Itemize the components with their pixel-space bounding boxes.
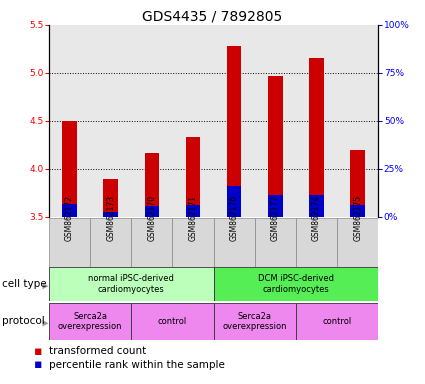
- Text: GSM862174: GSM862174: [312, 195, 321, 241]
- Text: GSM862176: GSM862176: [230, 195, 239, 241]
- Text: percentile rank within the sample: percentile rank within the sample: [49, 360, 225, 370]
- Text: cell type: cell type: [2, 279, 47, 289]
- Bar: [62, 121, 76, 217]
- Bar: [351, 150, 365, 217]
- Bar: [49, 303, 131, 340]
- Bar: [296, 303, 378, 340]
- Bar: [296, 218, 337, 267]
- Polygon shape: [42, 320, 48, 326]
- Bar: [213, 267, 378, 301]
- Text: GSM862170: GSM862170: [147, 195, 156, 241]
- Bar: [62, 205, 76, 217]
- Text: ▪: ▪: [34, 345, 42, 358]
- Bar: [351, 205, 365, 217]
- Bar: [213, 218, 255, 267]
- Text: transformed count: transformed count: [49, 346, 146, 356]
- Text: normal iPSC-derived
cardiomyocytes: normal iPSC-derived cardiomyocytes: [88, 275, 174, 294]
- Text: GSM862177: GSM862177: [271, 195, 280, 241]
- Bar: [268, 195, 283, 217]
- Text: DCM iPSC-derived
cardiomyocytes: DCM iPSC-derived cardiomyocytes: [258, 275, 334, 294]
- Bar: [227, 46, 241, 217]
- Text: GSM862172: GSM862172: [65, 195, 74, 241]
- Bar: [131, 303, 213, 340]
- Bar: [90, 218, 131, 267]
- Bar: [49, 218, 90, 267]
- Bar: [173, 218, 213, 267]
- Bar: [144, 153, 159, 217]
- Bar: [186, 205, 200, 217]
- Bar: [49, 267, 213, 301]
- Text: protocol: protocol: [2, 316, 45, 326]
- Bar: [268, 76, 283, 217]
- Polygon shape: [42, 283, 48, 289]
- Text: control: control: [158, 317, 187, 326]
- Bar: [227, 186, 241, 217]
- Bar: [337, 218, 378, 267]
- Bar: [103, 179, 118, 217]
- Text: GDS4435 / 7892805: GDS4435 / 7892805: [142, 10, 283, 23]
- Bar: [144, 207, 159, 217]
- Bar: [255, 218, 296, 267]
- Bar: [131, 218, 173, 267]
- Text: ▪: ▪: [34, 358, 42, 371]
- Bar: [103, 212, 118, 217]
- Text: GSM862173: GSM862173: [106, 195, 115, 241]
- Text: GSM862175: GSM862175: [353, 195, 362, 241]
- Bar: [309, 195, 324, 217]
- Bar: [309, 58, 324, 217]
- Text: GSM862171: GSM862171: [188, 195, 198, 241]
- Text: Serca2a
overexpression: Serca2a overexpression: [222, 312, 287, 331]
- Text: Serca2a
overexpression: Serca2a overexpression: [58, 312, 122, 331]
- Text: control: control: [323, 317, 352, 326]
- Bar: [213, 303, 296, 340]
- Bar: [186, 137, 200, 217]
